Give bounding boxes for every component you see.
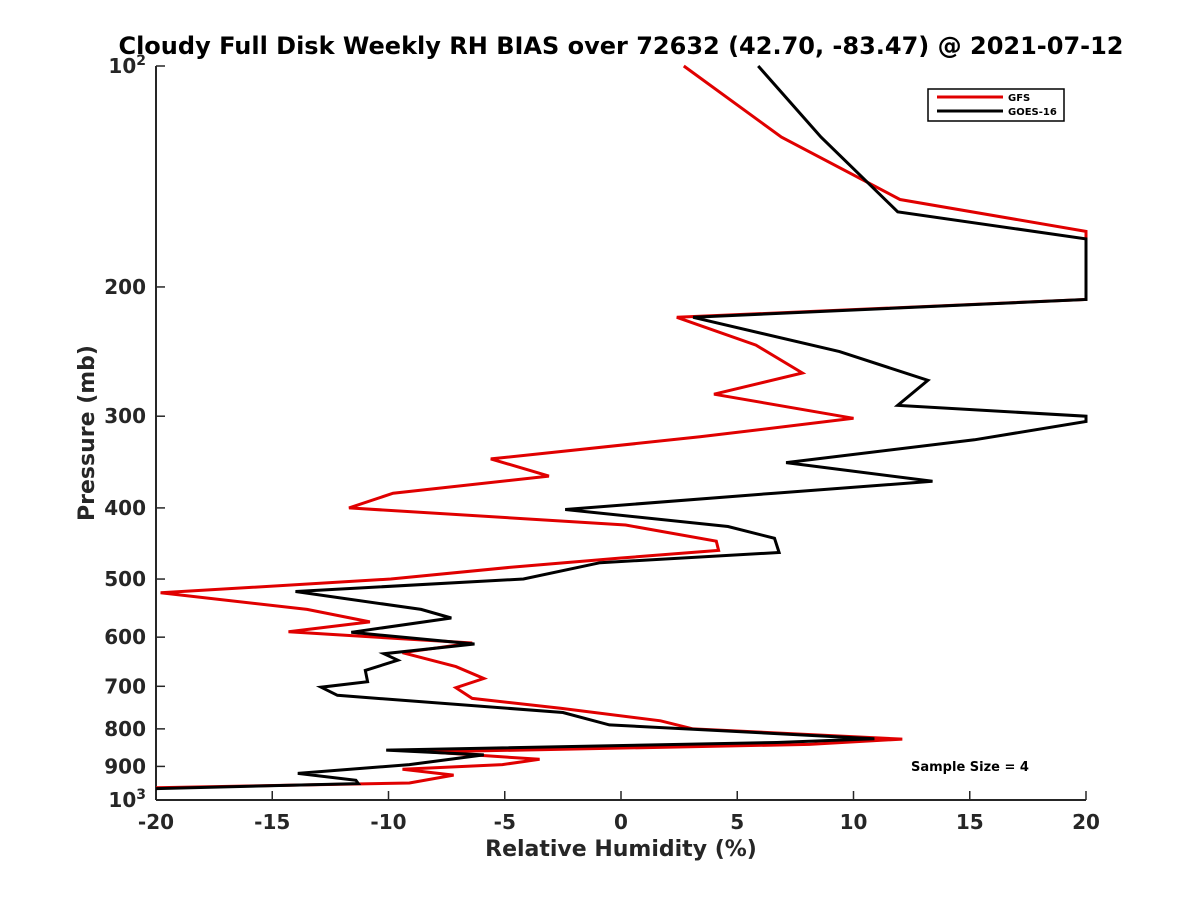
x-tick-label: 15 <box>956 810 984 834</box>
x-tick-label: 0 <box>614 810 628 834</box>
y-axis-label: Pressure (mb) <box>75 345 100 521</box>
x-tick-label: -15 <box>254 810 290 834</box>
series-layer <box>156 64 1088 791</box>
x-tick-label: -5 <box>494 810 516 834</box>
axes: -20 -15 -10 -5 0 5 10 15 20 102 200 300 400 500 600 700… <box>104 53 1100 834</box>
y-tick-label: 600 <box>104 625 146 649</box>
x-tick-label: 20 <box>1072 810 1100 834</box>
sample-size-annotation: Sample Size = 4 <box>911 760 1029 775</box>
y-tick-label: 700 <box>104 674 146 698</box>
x-tick-label: -20 <box>138 810 174 834</box>
legend-label: GOES-16 <box>1008 107 1057 118</box>
legend-label: GFS <box>1008 93 1030 104</box>
x-axis-label: Relative Humidity (%) <box>485 837 757 862</box>
series-line-goes-16 <box>156 65 1088 791</box>
chart-title: Cloudy Full Disk Weekly RH BIAS over 726… <box>118 32 1123 60</box>
legend-box <box>927 88 1065 122</box>
y-tick-label: 300 <box>104 404 146 428</box>
legend-items: GFS GOES-16 <box>937 93 1057 118</box>
y-tick-label: 400 <box>104 496 146 520</box>
y-tick-label: 200 <box>104 275 146 299</box>
y-tick-label: 800 <box>104 717 146 741</box>
y-tick-label: 102 <box>108 53 146 78</box>
x-tick-label: 5 <box>730 810 744 834</box>
y-tick-label: 103 <box>108 787 146 812</box>
x-tick-label: -10 <box>370 810 406 834</box>
y-tick-label: 500 <box>104 567 146 591</box>
legend: GFS GOES-16 <box>927 88 1065 122</box>
x-tick-label: 10 <box>840 810 868 834</box>
y-tick-label: 900 <box>104 754 146 778</box>
series-line-gfs <box>156 64 1088 790</box>
